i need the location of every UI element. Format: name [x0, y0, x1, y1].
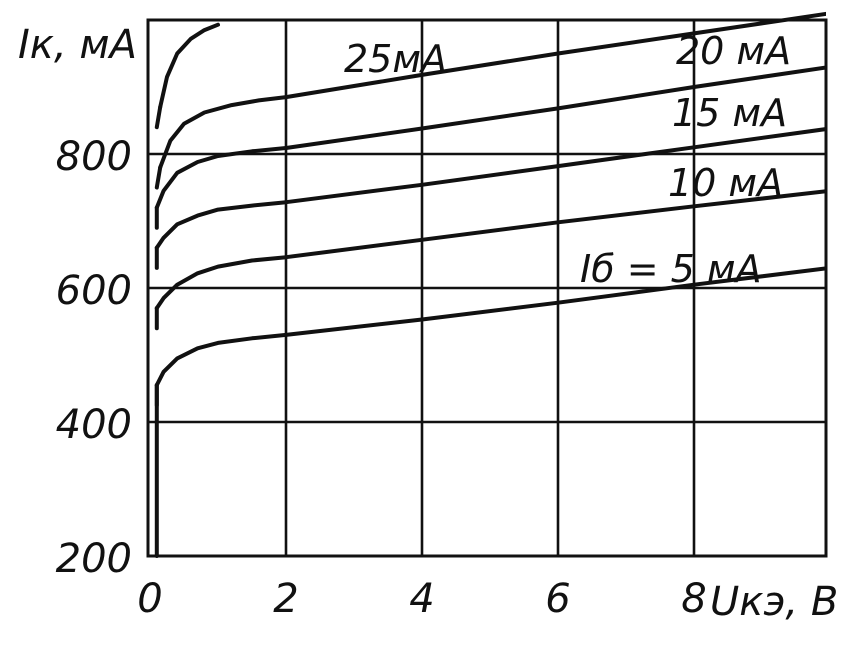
y-tick-label: 800 [56, 134, 132, 180]
grid-layer [146, 18, 828, 558]
ticks-layer: 0 2 4 6 8 200 400 600 800 [56, 134, 707, 622]
series-labels-layer: Iб = 5 мА 10 мА 15 мА 20 мА 25мА [344, 29, 791, 291]
x-tick-label: 2 [273, 576, 298, 622]
series-knee-6 [154, 105, 163, 130]
x-tick-label: 8 [681, 576, 706, 622]
y-axis-title: Iк, мА [18, 22, 137, 68]
x-tick-label: 6 [545, 576, 570, 622]
series-line-4 [154, 65, 826, 210]
series-label-2: 10 мА [668, 161, 783, 205]
series-label-3: 15 мА [672, 91, 787, 135]
y-tick-label: 600 [56, 268, 132, 314]
curves-layer [154, 11, 826, 558]
series-line-5 [158, 11, 826, 170]
y-tick-label: 200 [56, 536, 132, 582]
series-line-1 [154, 266, 826, 388]
x-tick-label: 0 [137, 576, 162, 622]
series-label-6: 25мА [344, 37, 447, 81]
x-tick-label: 4 [409, 576, 434, 622]
x-axis-title: Uкэ, В [710, 579, 838, 625]
series-line-2 [154, 189, 826, 311]
series-line-6 [158, 22, 220, 110]
series-label-1: Iб = 5 мА [580, 247, 762, 291]
series-knee-5 [154, 165, 163, 190]
y-tick-label: 400 [56, 402, 132, 448]
series-label-4: 20 мА [676, 29, 791, 73]
series-line-3 [154, 127, 826, 250]
